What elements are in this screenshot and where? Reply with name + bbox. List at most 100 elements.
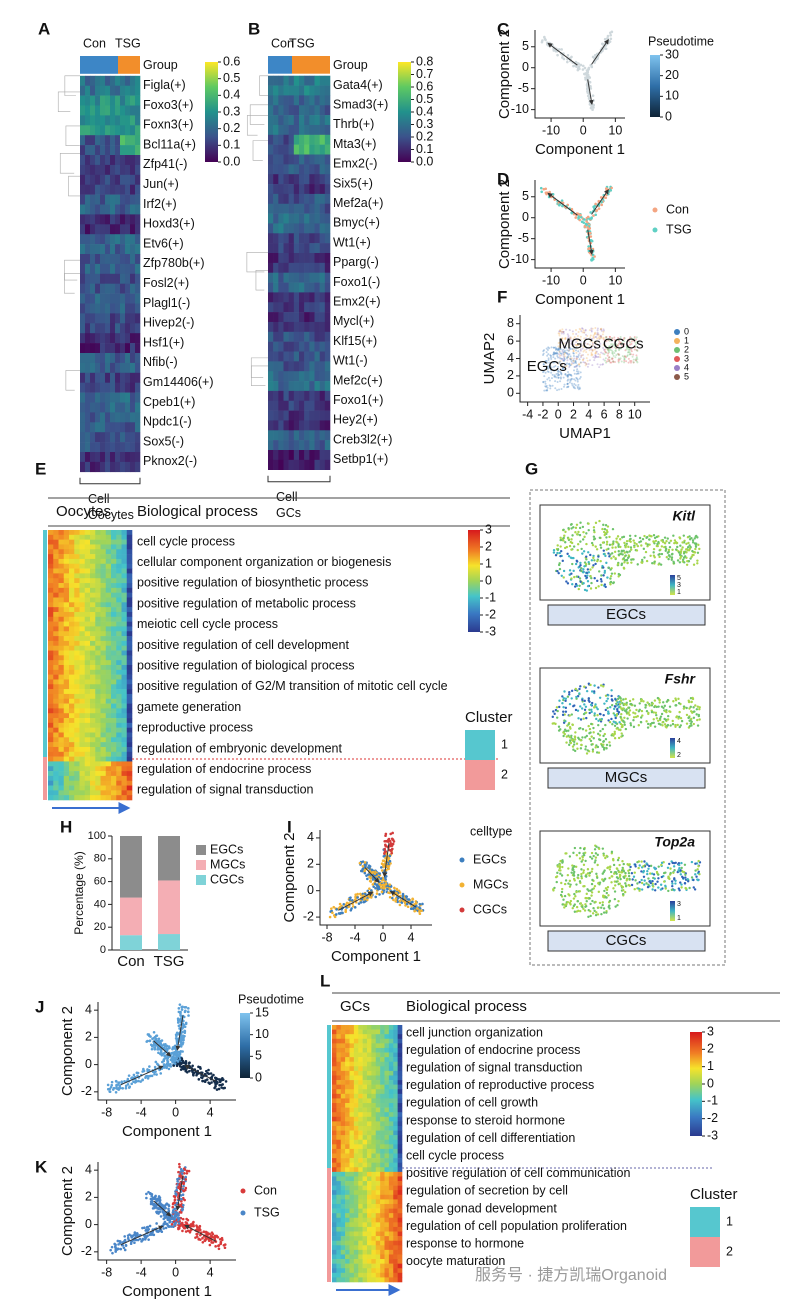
heatmap-cell — [336, 1232, 341, 1237]
heatmap-cell — [64, 694, 70, 699]
heatmap-cell — [354, 1195, 359, 1200]
heatmap-cell — [315, 253, 320, 263]
heatmap-cell — [69, 699, 75, 704]
umap-point — [597, 363, 599, 365]
heatmap-cell — [371, 1103, 376, 1108]
cell-point — [572, 65, 575, 68]
heatmap-cell — [48, 641, 54, 646]
heatmap-cell — [268, 401, 273, 411]
umap-point — [599, 364, 601, 366]
feature-point — [582, 526, 584, 528]
heatmap-cell — [393, 1135, 398, 1140]
heatmap-cell — [268, 233, 273, 243]
heatmap-cell — [130, 442, 135, 452]
heatmap-cell — [111, 761, 117, 766]
feature-point — [583, 713, 585, 715]
heatmap-cell — [304, 135, 309, 145]
heatmap-cell — [284, 381, 289, 391]
cell-point — [566, 61, 569, 64]
heatmap-cell — [376, 1273, 381, 1278]
feature-point — [626, 559, 628, 561]
heatmap-cell — [332, 1273, 337, 1278]
heatmap-cell — [74, 544, 80, 549]
heatmap-cell — [127, 795, 133, 800]
heatmap-cell — [315, 342, 320, 352]
heatmap-cell — [299, 283, 304, 293]
heatmap-cell — [80, 728, 86, 733]
heatmap-cell — [345, 1209, 350, 1214]
heatmap-cell — [90, 96, 95, 106]
heatmap-cell — [273, 391, 278, 401]
heatmap-cell — [320, 450, 325, 460]
heatmap-cell — [59, 766, 65, 771]
heatmap-cell — [90, 214, 95, 224]
heatmap-cell — [380, 1048, 385, 1053]
heatmap-cell — [371, 1204, 376, 1209]
heatmap-cell — [304, 411, 309, 421]
heatmap-cell — [350, 1149, 355, 1154]
heatmap-cell — [59, 675, 65, 680]
heatmap-cell — [95, 403, 100, 413]
heatmap-cell — [332, 1080, 337, 1085]
feature-point — [628, 540, 630, 542]
heatmap-cell — [289, 263, 294, 273]
heatmap-cell — [116, 689, 122, 694]
heatmap-cell — [284, 440, 289, 450]
heatmap-cell — [385, 1131, 390, 1136]
umap-point — [574, 366, 576, 368]
heatmap-cell — [367, 1053, 372, 1058]
heatmap-cell — [64, 622, 70, 627]
colorbar-label: 20 — [665, 68, 679, 82]
heatmap-cell — [363, 1277, 368, 1282]
heatmap-cell — [358, 1172, 363, 1177]
heatmap-cell — [393, 1227, 398, 1232]
feature-point — [587, 523, 589, 525]
heatmap-cell — [350, 1025, 355, 1030]
heatmap-cell — [48, 588, 54, 593]
heatmap-cell — [116, 660, 122, 665]
heatmap-cell — [95, 569, 101, 574]
heatmap-cell — [332, 1195, 337, 1200]
heatmap-cell — [48, 631, 54, 636]
heatmap-cell — [284, 184, 289, 194]
heatmap-cell — [393, 1144, 398, 1149]
heatmap-cell — [325, 76, 330, 86]
heatmap-cell — [341, 1085, 346, 1090]
heatmap-cell — [367, 1204, 372, 1209]
heatmap-cell — [380, 1199, 385, 1204]
heatmap-cell — [105, 373, 110, 383]
heatmap-cell — [367, 1135, 372, 1140]
heatmap-cell — [376, 1250, 381, 1255]
heatmap-cell — [116, 708, 122, 713]
feature-point — [592, 731, 594, 733]
heatmap-cell — [367, 1140, 372, 1145]
heatmap-cell — [80, 165, 85, 175]
heatmap-cell — [350, 1062, 355, 1067]
heatmap-cell — [69, 684, 75, 689]
feature-point — [640, 721, 642, 723]
heatmap-cell — [111, 781, 117, 786]
term-label: regulation of signal transduction — [406, 1060, 583, 1074]
heatmap-cell — [393, 1259, 398, 1264]
umap-point — [570, 358, 572, 360]
feature-point — [661, 724, 663, 726]
heatmap-cell — [284, 204, 289, 214]
heatmap-cell — [48, 665, 54, 670]
feature-point — [556, 710, 558, 712]
heatmap-cell — [304, 184, 309, 194]
heatmap-cell — [106, 631, 112, 636]
heatmap-cell — [64, 675, 70, 680]
cell-point — [583, 218, 586, 221]
heatmap-cell — [358, 1176, 363, 1181]
heatmap-cell — [90, 264, 95, 274]
heatmap-cell — [53, 781, 59, 786]
heatmap-cell — [358, 1053, 363, 1058]
feature-point — [593, 684, 595, 686]
heatmap-cell — [371, 1131, 376, 1136]
heatmap-cell — [48, 617, 54, 622]
feature-point — [604, 532, 606, 534]
feature-point — [588, 712, 590, 714]
cell-point — [605, 187, 608, 190]
heatmap-cell — [389, 1062, 394, 1067]
heatmap-cell — [80, 771, 86, 776]
